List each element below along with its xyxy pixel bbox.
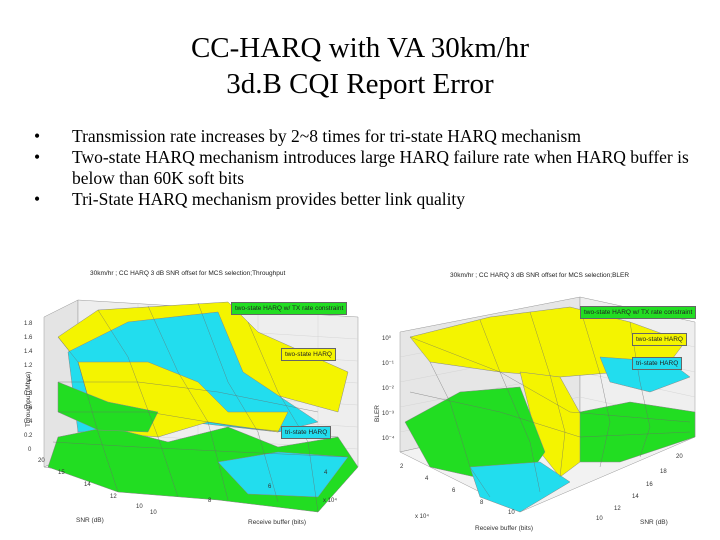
bler-ytick: 10⁰	[382, 335, 392, 342]
snr-tick: 12	[614, 506, 621, 512]
buffer-tick: 2	[400, 464, 404, 470]
throughput-ytick: 0.4	[24, 419, 33, 425]
plot-line	[57, 336, 119, 493]
plot-line	[247, 321, 319, 513]
plot-line	[147, 305, 229, 501]
plot-line	[409, 391, 691, 438]
snr-tick: 10	[596, 516, 603, 522]
surface-green-right	[579, 401, 696, 463]
legend-two-state-constrained: two-state HARQ w/ TX rate constraint	[231, 302, 348, 315]
bullet-item: • Transmission rate increases by 2~8 time…	[26, 126, 706, 147]
plot-group	[409, 307, 691, 498]
legend-two-state: two-state HARQ	[281, 348, 336, 361]
bler-ytick: 10⁻³	[382, 411, 394, 417]
throughput-ytick: 0.6	[24, 405, 33, 411]
throughput-ytick: 0	[28, 447, 32, 453]
plot-group: 1.8 1.6 1.4 1.2 1 0.8 0.6 0.4 0.2 0	[24, 321, 33, 453]
plot-line	[529, 311, 566, 478]
buffer-exponent: x 10⁴	[415, 513, 429, 520]
bullet-dot: •	[34, 189, 41, 209]
bler-ytick: 10⁻²	[382, 386, 394, 392]
snr-tick: 16	[646, 482, 653, 488]
throughput-ytick: 1.6	[24, 335, 33, 341]
throughput-ytick: 1.2	[24, 363, 33, 369]
snr-axis-label: SNR (dB)	[76, 517, 104, 524]
throughput-ytick: 0.2	[24, 433, 33, 439]
plot-line	[52, 441, 349, 458]
plot-line	[629, 321, 651, 458]
bullet-dot: •	[34, 126, 41, 146]
throughput-figure-title: 30km/hr ; CC HARQ 3 dB SNR offset for MC…	[90, 270, 286, 277]
buffer-axis-label: Receive buffer (bits)	[475, 525, 533, 532]
bler-surface-plot: 10⁰ 10⁻¹ 10⁻² 10⁻³ 10⁻⁴ BLER 2 4 6 8 10 …	[374, 296, 696, 532]
legend-two-state-constrained: two-state HARQ w/ TX rate constraint	[580, 306, 697, 319]
snr-tick: 18	[660, 469, 667, 475]
legend-tri-state: tri-state HARQ	[281, 426, 332, 439]
slide-title: CC-HARQ with VA 30km/hr 3d.B CQI Report …	[0, 30, 720, 102]
buffer-tick: 4	[324, 470, 328, 476]
bullet-list: • Transmission rate increases by 2~8 time…	[26, 126, 706, 210]
bler-ytick: 10⁻¹	[382, 361, 394, 367]
legend-tri-state: tri-state HARQ	[632, 357, 683, 370]
throughput-ytick: 1.4	[24, 349, 33, 355]
throughput-figure: 30km/hr ; CC HARQ 3 dB SNR offset for MC…	[18, 262, 370, 532]
buffer-tick: 8	[480, 500, 484, 506]
snr-tick: 12	[110, 494, 117, 500]
plot-line	[579, 307, 611, 468]
throughput-ylabel: Throughput (Mbps)	[25, 372, 32, 427]
snr-tick: 14	[632, 494, 639, 500]
snr-tick: 14	[84, 482, 91, 488]
bullet-item: • Tri-State HARQ mechanism provides bette…	[26, 189, 706, 210]
snr-tick: 10	[136, 504, 143, 510]
buffer-tick: 8	[208, 498, 212, 504]
bler-ytick: 10⁻⁴	[382, 435, 395, 442]
bler-ylabel: BLER	[374, 405, 381, 422]
bullet-text: Two-state HARQ mechanism introduces larg…	[72, 147, 689, 188]
plot-line	[97, 309, 179, 498]
throughput-surface-plot: 1.8 1.6 1.4 1.2 1 0.8 0.6 0.4 0.2 0 Thro…	[24, 299, 359, 526]
plot-line	[58, 381, 319, 413]
bullet-item: • Two-state HARQ mechanism introduces lar…	[26, 147, 706, 189]
bullet-text: Transmission rate increases by 2~8 times…	[72, 126, 581, 146]
snr-tick: 20	[676, 454, 683, 460]
bler-figure-title: 30km/hr ; CC HARQ 3 dB SNR offset for MC…	[450, 272, 630, 279]
buffer-tick: 4	[425, 476, 429, 482]
bullet-dot: •	[34, 147, 41, 167]
bullet-text: Tri-State HARQ mechanism provides better…	[72, 189, 466, 209]
throughput-ytick: 1	[28, 377, 32, 383]
snr-tick: 15	[58, 470, 65, 476]
plot-line	[197, 302, 279, 503]
plot-line	[429, 361, 491, 498]
buffer-axis-label: Receive buffer (bits)	[248, 519, 306, 526]
bler-figure: 30km/hr ; CC HARQ 3 dB SNR offset for MC…	[370, 262, 705, 532]
buffer-exponent: x 10⁴	[323, 497, 337, 504]
buffer-tick: 6	[268, 484, 272, 490]
throughput-ytick: 1.8	[24, 321, 33, 327]
buffer-tick: 10	[150, 510, 157, 516]
slide-title-line-1: CC-HARQ with VA 30km/hr	[190, 32, 530, 64]
buffer-tick: 6	[452, 488, 456, 494]
throughput-ytick: 0.8	[24, 391, 33, 397]
surface-cyan-low	[217, 451, 349, 498]
plot-line	[409, 336, 691, 423]
buffer-tick: 10	[508, 510, 515, 516]
legend-two-state: two-state HARQ	[632, 333, 687, 346]
snr-axis-label: SNR (dB)	[640, 519, 668, 526]
slide-title-line-2: 3d.B CQI Report Error	[226, 68, 494, 100]
snr-tick: 20	[38, 458, 45, 464]
surface-cyan-low	[469, 461, 571, 513]
plot-line	[479, 319, 541, 493]
surface-green-left	[404, 386, 546, 488]
